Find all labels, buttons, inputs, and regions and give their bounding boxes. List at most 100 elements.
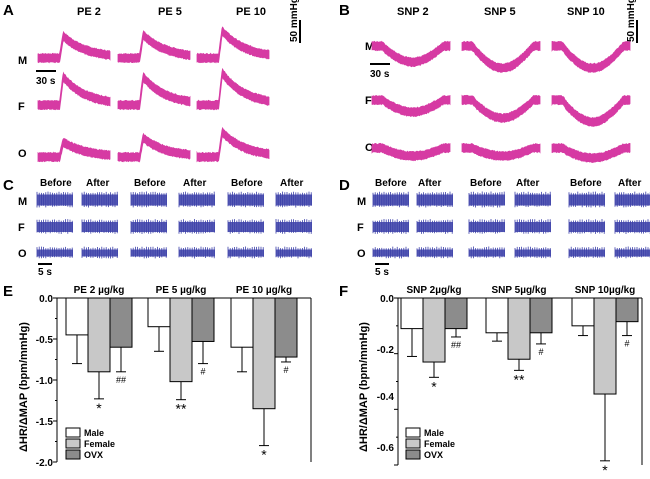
hr-trace: [275, 246, 312, 259]
category-label: SNP 5µg/kg: [491, 285, 546, 296]
panel-f-ytick: -0.4: [377, 392, 395, 403]
panel-a-cond-3: PE 10: [236, 6, 266, 18]
significance-mark: *: [96, 400, 102, 416]
bar-female: [507, 297, 531, 360]
hr-trace: [178, 191, 215, 208]
legend-label-male: Male: [84, 428, 104, 438]
panel-e-legend: Male Female OVX: [65, 427, 115, 460]
bar-male: [147, 297, 171, 328]
pressure-trace-pe: [117, 30, 191, 64]
panel-c-hr-traces: [36, 191, 312, 259]
panel-a-row-m: M: [18, 55, 27, 67]
panel-e: E ΔHR/ΔMAP (bpm/mmHg) 0.0 -0.5 -1.0 -1.5…: [3, 283, 312, 469]
panel-d-header-5: Before: [570, 178, 602, 189]
panel-f-letter: F: [339, 283, 348, 300]
panel-a-cond-1: PE 2: [77, 6, 101, 18]
panel-b-row-f: F: [365, 95, 372, 107]
hr-trace: [130, 191, 167, 208]
legend-swatch-male: [405, 427, 421, 438]
bar-ovx: [444, 297, 468, 330]
panel-f-legend: Male Female OVX: [405, 427, 455, 460]
panel-d-header-6: After: [618, 178, 641, 189]
panel-a-row-o: O: [18, 148, 27, 160]
bar-ovx: [274, 297, 298, 358]
significance-mark: *: [602, 462, 608, 478]
panel-f-ytick: -0.2: [377, 345, 395, 356]
hr-trace: [227, 191, 264, 208]
panel-d-header-1: Before: [375, 178, 407, 189]
pressure-trace-pe: [37, 71, 111, 111]
legend-swatch-female: [405, 438, 421, 449]
panel-f-ylabel: ΔHR/ΔMAP (bpm/mmHg): [358, 322, 370, 452]
bar-ovx: [109, 297, 133, 348]
hr-trace: [416, 191, 453, 208]
category-label: PE 10 µg/kg: [236, 285, 292, 296]
hr-trace: [36, 219, 73, 234]
panel-e-chart: PE 2 µg/kg PE 5 µg/kg PE 10 µg/kg * ## ** # * #: [53, 285, 312, 463]
panel-d: D Before After Before After Before After…: [339, 177, 650, 278]
hr-trace: [130, 219, 167, 234]
pressure-trace-snp: [371, 40, 451, 68]
hr-trace: [514, 219, 551, 234]
panel-a-traces: [37, 26, 270, 163]
legend-swatch-ovx: [405, 449, 421, 460]
panel-f-ytick: -0.6: [377, 443, 395, 454]
pressure-trace-pe: [196, 26, 270, 64]
legend-label-female: Female: [424, 439, 455, 449]
panel-e-ytick: -0.5: [36, 335, 54, 346]
panel-a: A PE 2 PE 5 PE 10 M F O 50 mmHg 30 s: [3, 0, 301, 163]
panel-c-row-m: M: [18, 196, 27, 208]
hr-trace: [372, 219, 409, 234]
hr-trace: [614, 246, 650, 259]
panel-b-row-o: O: [365, 142, 374, 154]
hr-trace: [178, 219, 215, 234]
bar-male: [485, 297, 509, 334]
panel-b-scale-x-label: 30 s: [370, 69, 390, 80]
panel-b-cond-3: SNP 10: [567, 6, 605, 18]
panel-e-ytick: -1.0: [36, 376, 54, 387]
pressure-trace-snp: [371, 94, 451, 118]
panel-d-header-2: After: [418, 178, 441, 189]
panel-c-header-2: After: [86, 178, 109, 189]
panel-b-traces: [371, 40, 631, 164]
hr-trace: [614, 219, 650, 234]
legend-label-ovx: OVX: [424, 450, 443, 460]
panel-a-row-f: F: [18, 101, 25, 113]
panel-e-ylabel: ΔHR/ΔMAP (bpm/mmHg): [18, 322, 30, 452]
significance-mark: *: [431, 378, 437, 394]
hr-trace: [468, 191, 505, 208]
hr-trace: [416, 246, 453, 259]
legend-swatch-male: [65, 427, 81, 438]
panel-c-letter: C: [3, 177, 14, 194]
significance-mark: #: [538, 347, 543, 357]
hr-trace: [81, 219, 118, 234]
hr-trace: [36, 246, 73, 259]
panel-d-scale-x-label: 5 s: [375, 267, 389, 278]
hr-trace: [130, 246, 167, 259]
pressure-trace-pe: [196, 67, 270, 111]
panel-d-row-o: O: [357, 248, 366, 260]
panel-b-scale-y-label: 50 mmHg: [626, 0, 637, 42]
category-label: SNP 10µg/kg: [575, 285, 636, 296]
hr-trace: [416, 219, 453, 234]
panel-d-row-f: F: [357, 222, 364, 234]
category-label: SNP 2µg/kg: [406, 285, 461, 296]
hr-trace: [468, 219, 505, 234]
panel-b: B SNP 2 SNP 5 SNP 10 M F O 50 mmHg 30 s: [339, 0, 638, 164]
significance-mark: #: [624, 339, 629, 349]
panel-c-header-3: Before: [134, 178, 166, 189]
bar-ovx: [529, 297, 553, 334]
bar-male: [571, 297, 595, 327]
hr-trace: [227, 246, 264, 259]
legend-swatch-ovx: [65, 449, 81, 460]
hr-trace: [568, 246, 605, 259]
panel-b-row-m: M: [365, 41, 374, 53]
pressure-trace-snp: [551, 142, 631, 164]
legend-label-ovx: OVX: [84, 450, 103, 460]
panel-c-header-1: Before: [40, 178, 72, 189]
panel-d-row-m: M: [357, 196, 366, 208]
panel-b-cond-2: SNP 5: [484, 6, 516, 18]
panel-f-ytick: 0.0: [380, 294, 394, 305]
hr-trace: [275, 219, 312, 234]
